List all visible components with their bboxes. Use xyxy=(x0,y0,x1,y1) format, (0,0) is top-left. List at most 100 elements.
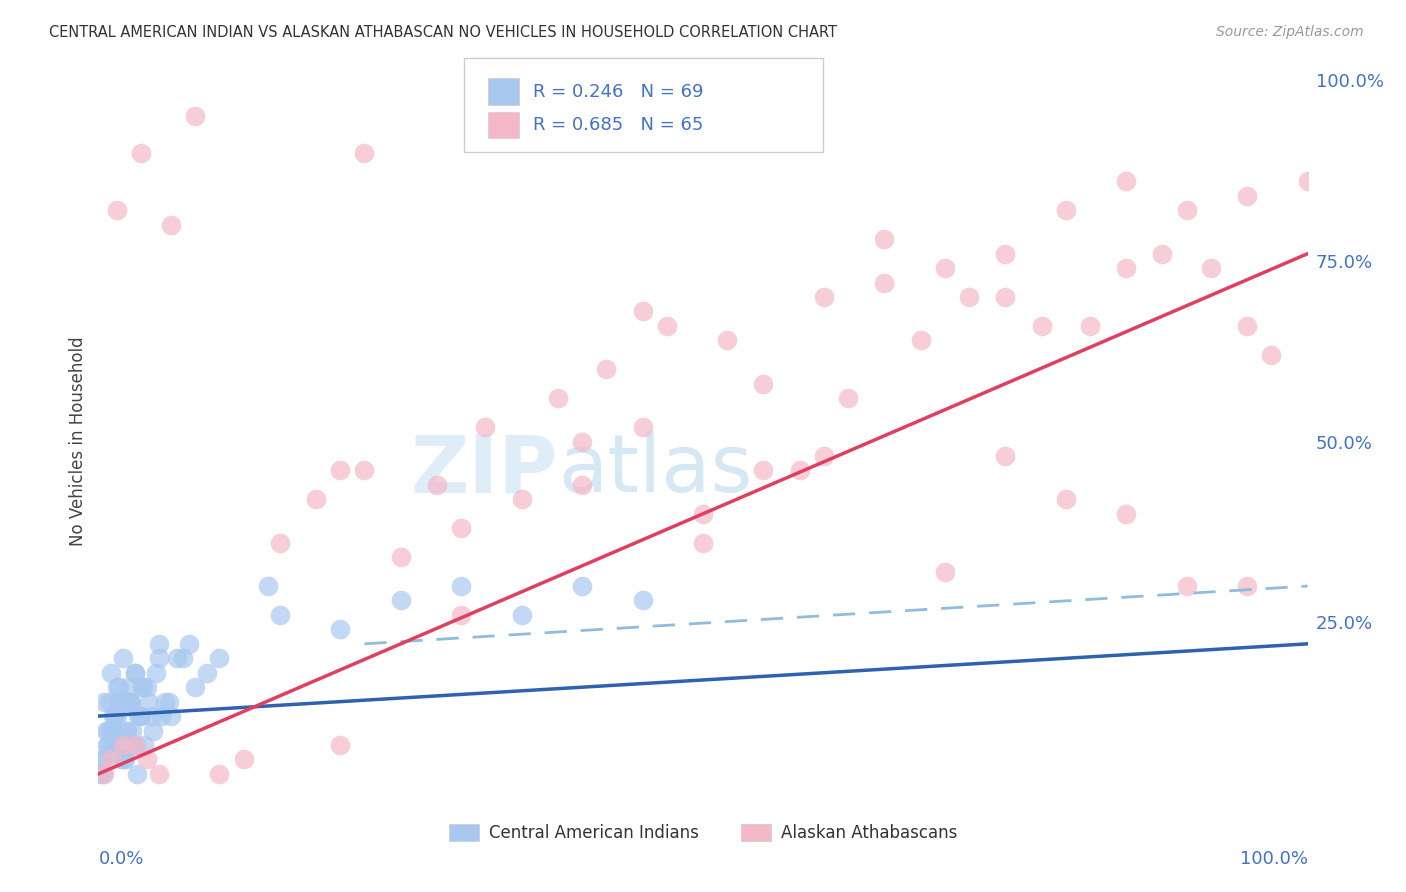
Point xyxy=(111,695,134,709)
Point xyxy=(269,607,291,622)
Point xyxy=(124,665,146,680)
Point xyxy=(934,565,956,579)
Point xyxy=(631,420,654,434)
Point xyxy=(153,695,176,709)
Point xyxy=(94,723,117,738)
Point xyxy=(124,665,146,680)
Point xyxy=(595,362,617,376)
Point xyxy=(1031,318,1053,333)
Text: R = 0.685   N = 65: R = 0.685 N = 65 xyxy=(533,116,703,134)
Point xyxy=(994,449,1017,463)
Point xyxy=(131,680,153,694)
Point xyxy=(127,767,149,781)
Point xyxy=(100,752,122,766)
Point xyxy=(692,507,714,521)
Text: Source: ZipAtlas.com: Source: ZipAtlas.com xyxy=(1216,25,1364,39)
Point xyxy=(114,752,136,766)
Point xyxy=(135,680,157,694)
Point xyxy=(150,709,173,723)
Point xyxy=(873,276,896,290)
Point xyxy=(571,434,593,449)
Point xyxy=(1236,318,1258,333)
Point xyxy=(232,752,254,766)
Point xyxy=(631,593,654,607)
Point xyxy=(179,637,201,651)
Point xyxy=(118,695,141,709)
Point xyxy=(134,738,156,752)
Point xyxy=(141,709,163,723)
Point xyxy=(510,607,533,622)
Point xyxy=(93,767,115,781)
Point xyxy=(789,463,811,477)
Point xyxy=(752,376,775,391)
Point xyxy=(96,738,118,752)
Point xyxy=(184,109,207,123)
Point xyxy=(474,420,496,434)
Point xyxy=(571,478,593,492)
Point xyxy=(120,695,142,709)
Point xyxy=(910,334,932,348)
Point xyxy=(101,709,124,723)
Point xyxy=(208,651,231,665)
Point xyxy=(752,463,775,477)
Point xyxy=(1175,579,1198,593)
Point xyxy=(329,463,352,477)
Point xyxy=(122,738,145,752)
Point xyxy=(166,651,188,665)
Point xyxy=(450,607,472,622)
Point xyxy=(329,738,352,752)
Point xyxy=(157,695,180,709)
Point xyxy=(127,709,149,723)
Point xyxy=(121,723,143,738)
Point xyxy=(142,723,165,738)
Point xyxy=(1078,318,1101,333)
Point xyxy=(97,723,120,738)
Point xyxy=(124,738,146,752)
Point xyxy=(1054,203,1077,218)
Point xyxy=(450,579,472,593)
Point xyxy=(353,463,375,477)
Point xyxy=(1260,348,1282,362)
Point xyxy=(117,723,139,738)
Point xyxy=(426,478,449,492)
Point xyxy=(1115,174,1137,188)
Point xyxy=(112,752,135,766)
Text: CENTRAL AMERICAN INDIAN VS ALASKAN ATHABASCAN NO VEHICLES IN HOUSEHOLD CORRELATI: CENTRAL AMERICAN INDIAN VS ALASKAN ATHAB… xyxy=(49,25,837,40)
Point xyxy=(93,695,115,709)
Point xyxy=(91,752,114,766)
Point xyxy=(111,738,134,752)
Point xyxy=(195,665,218,680)
Point xyxy=(957,290,980,304)
Point xyxy=(1152,246,1174,260)
Point xyxy=(118,695,141,709)
Point xyxy=(100,738,122,752)
Point xyxy=(91,767,114,781)
Point xyxy=(1199,261,1222,276)
Point xyxy=(269,535,291,549)
Point xyxy=(145,665,167,680)
Point xyxy=(110,752,132,766)
Point xyxy=(105,709,128,723)
Point xyxy=(510,492,533,507)
Point xyxy=(105,680,128,694)
Point xyxy=(105,203,128,218)
Point xyxy=(934,261,956,276)
Point xyxy=(111,651,134,665)
Point xyxy=(115,723,138,738)
Point xyxy=(994,290,1017,304)
Point xyxy=(108,738,131,752)
Text: atlas: atlas xyxy=(558,432,752,509)
Point xyxy=(631,304,654,318)
Point xyxy=(1115,507,1137,521)
Point xyxy=(107,695,129,709)
Point xyxy=(129,709,152,723)
Point xyxy=(138,695,160,709)
Point xyxy=(1175,203,1198,218)
Point xyxy=(118,680,141,694)
Point xyxy=(160,709,183,723)
Point xyxy=(90,767,112,781)
Point xyxy=(104,709,127,723)
Point xyxy=(873,232,896,246)
Point xyxy=(1296,174,1319,188)
Point xyxy=(108,680,131,694)
